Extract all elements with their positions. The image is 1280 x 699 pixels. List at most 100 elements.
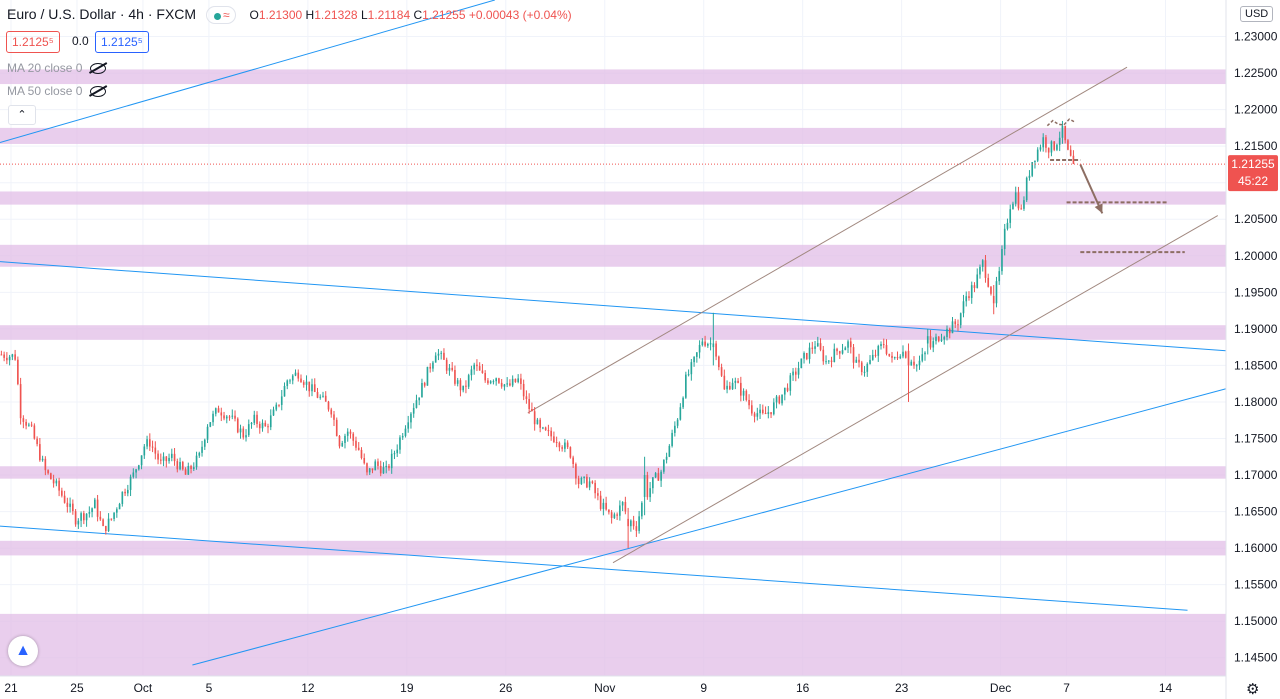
interval-label[interactable]: 4h — [128, 6, 144, 22]
candle — [11, 353, 14, 361]
candle — [547, 424, 550, 437]
candle — [465, 380, 467, 394]
candle-body — [943, 337, 946, 340]
candle-body — [624, 502, 627, 512]
candle-body — [165, 456, 168, 462]
candle-body — [759, 409, 761, 414]
candle — [454, 365, 456, 386]
candle-body — [913, 361, 915, 366]
candle-body — [635, 526, 638, 531]
candle — [819, 338, 822, 352]
candle-body — [649, 488, 651, 498]
candle — [1036, 147, 1039, 163]
candle-body — [176, 461, 179, 470]
indicator-ma50[interactable]: MA 50 close 0 — [7, 84, 107, 98]
candle-body — [470, 369, 473, 376]
candle — [443, 348, 445, 360]
candle — [96, 494, 99, 522]
candle-body — [797, 368, 800, 375]
candle — [805, 352, 808, 361]
candle-body — [195, 455, 198, 468]
candle — [1053, 141, 1056, 152]
chevron-up-icon: ⌃ — [17, 109, 27, 121]
candle — [390, 449, 393, 474]
candle — [715, 340, 717, 361]
y-tick-label: 1.18000 — [1234, 395, 1278, 409]
candle — [750, 400, 753, 416]
candle — [745, 389, 748, 402]
y-tick-label: 1.14500 — [1234, 651, 1278, 665]
candle-body — [77, 520, 80, 525]
candle-body — [511, 378, 514, 386]
candle-body — [412, 407, 415, 414]
candle-body — [118, 503, 121, 510]
candle-body — [616, 514, 618, 516]
candle — [349, 429, 352, 439]
candle-body — [283, 385, 286, 397]
candle — [66, 497, 69, 513]
candle-body — [586, 476, 588, 488]
candle-body — [1028, 175, 1031, 178]
candle-body — [685, 374, 687, 398]
candle — [225, 415, 228, 424]
candle-body — [1025, 177, 1028, 201]
candle — [159, 453, 162, 465]
candle-body — [432, 362, 434, 369]
candle — [137, 464, 140, 471]
candle-body — [910, 361, 913, 366]
candle-body — [83, 513, 85, 521]
eye-hidden-icon[interactable] — [90, 86, 107, 98]
eye-hidden-icon[interactable] — [90, 63, 107, 75]
candle-body — [250, 422, 253, 425]
candle — [33, 423, 36, 440]
candle-body — [690, 362, 693, 375]
candle-body — [1012, 203, 1014, 210]
candle — [421, 378, 423, 398]
candle-body — [454, 369, 456, 384]
candle — [998, 266, 1001, 285]
gear-icon[interactable]: ⚙ — [1246, 681, 1260, 698]
candle-body — [217, 408, 220, 413]
candle-body — [528, 399, 530, 410]
candle — [432, 360, 434, 372]
candle — [129, 474, 132, 497]
candle — [30, 421, 33, 428]
candle-body — [739, 382, 742, 396]
candle — [220, 407, 223, 422]
candle-body — [825, 361, 827, 363]
candle — [269, 409, 272, 431]
candle-body — [407, 422, 410, 429]
candle-body — [157, 453, 159, 460]
candle-body — [918, 360, 921, 366]
candle — [1014, 186, 1017, 207]
buy-button[interactable]: 1.2125⁵ — [95, 31, 149, 53]
candle — [674, 421, 676, 437]
candle-body — [198, 452, 201, 456]
candle-body — [902, 351, 904, 357]
currency-button[interactable]: USD — [1240, 6, 1274, 22]
symbol-name[interactable]: Euro / U.S. Dollar — [7, 6, 116, 22]
candle-body — [14, 354, 16, 360]
candle — [1009, 204, 1012, 229]
market-status-badge[interactable]: ≈ — [205, 6, 236, 25]
x-tick-label: 19 — [400, 681, 414, 695]
candle — [946, 325, 948, 341]
candle — [789, 372, 792, 396]
candle — [434, 352, 437, 363]
candle-body — [17, 359, 19, 385]
candle — [170, 448, 173, 462]
sell-button[interactable]: 1.2125⁵ — [6, 31, 60, 53]
candle-body — [915, 365, 918, 367]
candle-body — [1034, 160, 1036, 163]
candle — [635, 521, 638, 537]
candle-body — [847, 341, 849, 348]
indicator-ma20[interactable]: MA 20 close 0 — [7, 61, 107, 75]
candle-body — [509, 383, 511, 386]
candle — [973, 282, 976, 293]
candle-body — [1009, 209, 1012, 223]
candle-body — [968, 296, 970, 298]
collapse-legend-button[interactable]: ⌃ — [8, 105, 36, 125]
tradingview-logo-icon[interactable]: ▲ — [8, 636, 38, 666]
candle — [308, 381, 311, 397]
